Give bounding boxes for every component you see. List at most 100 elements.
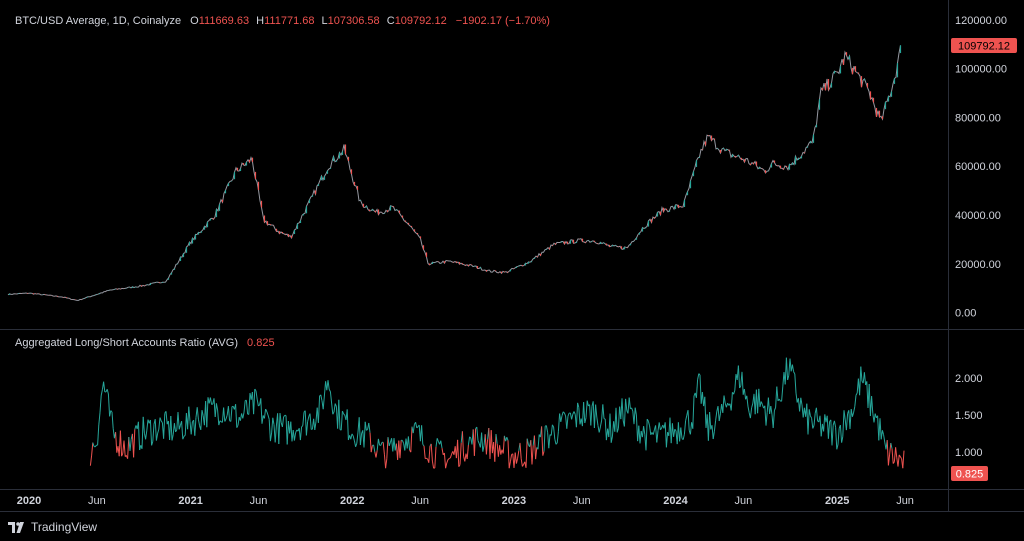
ratio-segment [839,425,843,443]
ratio-segment [353,440,357,447]
ratio-segment [149,419,153,446]
low-value: 107306.58 [328,15,380,27]
ratio-segment [833,420,837,428]
ratio-segment [785,357,789,381]
ratio-segment [323,381,327,396]
ratio-segment [741,371,744,395]
ratio-segment [560,415,563,422]
ratio-segment [260,398,263,424]
close-label: C [387,15,395,27]
ratio-segment [859,366,862,396]
ratio-segment [190,421,193,435]
ratio-segment [635,414,639,442]
ratio-segment [254,388,257,392]
time-axis[interactable]: 2020 Jun 2021 Jun 2022 Jun 2023 Jun 2024 Jun 2025 J… [17,495,914,507]
ratio-segment [692,395,695,429]
ratio-segment [689,422,693,435]
ratio-segment [509,454,513,462]
ratio-segment [290,421,293,442]
ratio-axis[interactable]: 2.000 1.500 1.000 [955,373,983,459]
ratio-segment [545,425,549,433]
ratio-segment [443,453,447,469]
ratio-segment [214,403,217,417]
tradingview-logo[interactable]: TradingView [8,520,97,534]
ratio-segment [615,407,618,433]
ratio-segment [183,434,186,437]
ratio-segment [842,410,845,437]
ratio-segment [773,407,777,411]
open-label: O [190,15,199,27]
ratio-segment [723,395,726,404]
ratio-segment [209,397,213,405]
ratio-segment [200,410,203,430]
ratio-segment [526,438,529,445]
ratio-segment [665,432,669,448]
ratio-segment [368,422,371,433]
ratio-segment [673,429,676,437]
ratio-segment [890,442,893,449]
ratio-legend[interactable]: Aggregated Long/Short Accounts Ratio (AV… [15,337,275,349]
ratio-segment [880,430,883,440]
ratio-segment [196,407,199,420]
ratio-segment [649,425,652,435]
ratio-segment [154,419,157,441]
high-value: 111771.68 [264,15,314,27]
price-last-label: 109792.12 [958,41,1010,53]
ratio-segment [566,416,569,429]
ratio-segment [854,395,857,407]
ratio-segment [112,428,115,439]
price-legend[interactable]: BTC/USD Average, 1D, Coinalyze O111669.6… [15,15,550,27]
change-value: −1902.17 (−1.70%) [456,15,550,27]
ratio-segment [428,445,431,463]
ratio-segment [567,412,570,417]
ratio-segment [680,427,683,439]
ratio-series[interactable] [89,357,905,469]
ratio-segment [385,458,388,469]
price-last-badge [951,38,1017,53]
ratio-segment [338,399,341,430]
ratio-segment [897,454,900,467]
ratio-segment [849,409,852,430]
ratio-segment [749,407,753,419]
ratio-segment [734,373,737,391]
ratio-segment [812,425,815,429]
ratio-segment [328,389,331,392]
time-tick-label: 2022 [340,495,364,507]
ratio-segment [188,406,191,422]
ratio-segment [599,420,603,427]
ratio-segment [376,438,379,451]
ratio-segment [578,407,581,425]
ratio-segment [373,444,376,452]
ratio-segment [704,396,707,428]
ratio-segment [837,428,840,445]
ratio-segment [256,399,259,407]
ratio-segment [461,431,465,457]
ratio-segment [230,406,233,422]
ratio-segment [715,411,718,421]
ratio-segment [358,417,361,446]
ratio-segment [377,438,381,446]
price-series[interactable] [7,45,902,301]
ratio-segment [163,413,166,439]
ratio-segment [430,443,433,462]
ratio-segment [554,438,557,445]
ratio-segment [617,406,621,429]
ratio-segment [860,366,863,382]
ratio-segment [235,404,238,428]
ratio-segment [682,434,685,440]
ratio-segment [364,421,367,431]
price-axis[interactable]: 120000.00 100000.00 80000.00 60000.00 40000.… [955,15,1007,320]
ratio-segment [652,429,655,435]
ratio-segment [388,442,391,447]
ratio-segment [107,393,111,417]
ratio-segment [499,445,502,455]
ratio-segment [548,434,551,449]
ratio-segment [283,414,286,418]
ratio-segment [236,425,239,428]
ratio-segment [329,391,333,404]
ratio-segment [434,446,437,469]
ratio-segment [415,422,418,429]
ratio-tick-label: 1.500 [955,410,983,422]
ratio-segment [261,415,264,424]
